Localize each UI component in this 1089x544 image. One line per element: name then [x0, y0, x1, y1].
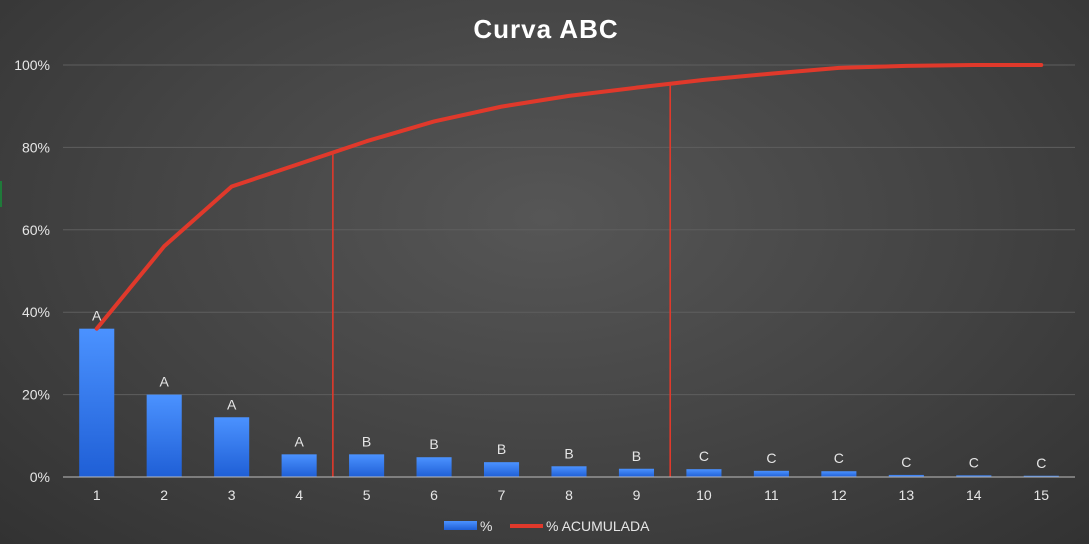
x-tick-label: 6 [430, 487, 438, 503]
y-tick-label: 20% [22, 387, 50, 403]
x-tick-label: 15 [1033, 487, 1049, 503]
x-tick-label: 10 [696, 487, 712, 503]
bar-class-label: C [1036, 455, 1046, 471]
bar-9 [618, 468, 655, 477]
bar-class-label: A [92, 308, 102, 324]
bar-10 [686, 469, 722, 477]
x-tick-label: 2 [160, 487, 168, 503]
axis-layer: 0%20%40%60%80%100%1 2 3 4 5 6 7 8 9 10 11 12 13 14 15 [14, 57, 1075, 503]
bar-15 [1023, 475, 1059, 477]
legend-label-line: % ACUMULADA [546, 518, 650, 534]
y-tick-label: 40% [22, 304, 50, 320]
bar-class-label: C [766, 450, 776, 466]
labels-layer: A A A A B B B B B C C C C C C [92, 308, 1046, 471]
x-tick-label: 13 [899, 487, 915, 503]
x-tick-label: 7 [498, 487, 506, 503]
bar-7 [483, 462, 520, 477]
bar-6 [416, 457, 452, 477]
bar-class-label: B [362, 433, 371, 449]
line-layer [94, 63, 1044, 331]
x-tick-label: 11 [764, 487, 779, 503]
bar-8 [551, 466, 587, 477]
bar-class-label: C [699, 448, 709, 464]
bar-class-label: B [564, 445, 573, 461]
bar-14 [956, 475, 992, 477]
x-tick-label: 1 [93, 487, 101, 503]
bar-class-label: B [497, 441, 506, 457]
edge-marker [0, 181, 2, 207]
y-tick-label: 80% [22, 139, 50, 155]
bar-3 [214, 417, 250, 477]
x-tick-label: 9 [633, 487, 641, 503]
x-tick-label: 14 [966, 487, 982, 503]
bar-2 [146, 394, 182, 477]
grid-layer [63, 64, 1075, 396]
bar-class-label: B [632, 448, 641, 464]
legend-label-bar: % [480, 518, 492, 534]
bar-12 [821, 471, 857, 477]
bar-class-label: B [429, 436, 438, 452]
y-tick-label: 100% [14, 57, 50, 73]
bar-class-label: C [834, 450, 844, 466]
bar-11 [753, 470, 789, 477]
bars-layer [79, 328, 1059, 477]
bar-class-label: A [160, 374, 170, 390]
x-tick-label: 8 [565, 487, 573, 503]
legend-swatch-bar [444, 521, 477, 530]
x-tick-label: 4 [295, 487, 303, 503]
bar-1 [79, 328, 115, 477]
bar-class-label: C [969, 454, 979, 470]
bar-5 [349, 454, 385, 477]
y-tick-label: 0% [30, 469, 50, 485]
x-tick-label: 3 [228, 487, 236, 503]
bar-class-label: A [294, 433, 304, 449]
bar-class-label: A [227, 396, 237, 412]
y-tick-label: 60% [22, 222, 50, 238]
dividers-layer [332, 83, 672, 477]
cumulative-line [94, 63, 1044, 331]
bar-4 [281, 454, 317, 477]
bar-class-label: C [901, 454, 911, 470]
bar-13 [888, 474, 924, 477]
chart-title: Curva ABC [473, 14, 618, 44]
x-tick-label: 5 [363, 487, 371, 503]
legend: % % ACUMULADA [444, 518, 650, 534]
x-tick-label: 12 [831, 487, 847, 503]
